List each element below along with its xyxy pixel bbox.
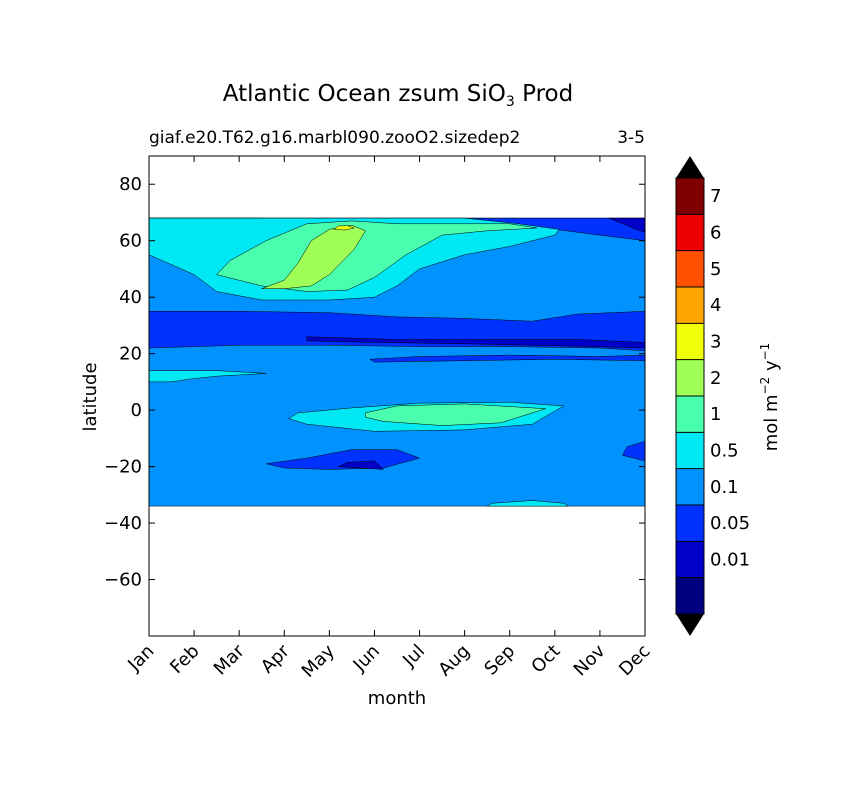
contour-region-13	[486, 500, 569, 507]
colorbar-segment	[676, 468, 704, 506]
contour-region-5	[622, 440, 645, 462]
contour-region-17	[333, 225, 355, 231]
colorbar-segment	[676, 541, 704, 579]
y-tick-label: −40	[104, 513, 142, 534]
colorbar-tick-label: 7	[710, 186, 721, 207]
colorbar-segment	[676, 432, 704, 470]
colorbar-tick-label: 0.01	[710, 550, 750, 571]
colorbar-segment	[676, 505, 704, 542]
colorbar: 0.01 0.05 0.1 0.5 1 2 3 4 5 6 7	[675, 156, 750, 636]
contour-region-15	[365, 403, 547, 426]
colorbar-segment	[676, 287, 704, 324]
contour-fills	[149, 217, 645, 507]
colorbar-tick-label: 0.1	[710, 477, 739, 498]
colorbar-segment	[676, 178, 704, 215]
plot-frame	[148, 155, 646, 637]
contour-region-11	[149, 370, 267, 383]
x-tick-label: Jun	[349, 641, 384, 676]
colorbar-under-triangle	[676, 614, 704, 636]
contour-region-7	[608, 217, 645, 233]
x-tick-label: Dec	[615, 641, 654, 680]
x-tick-label: Nov	[570, 640, 610, 680]
chart-title: Atlantic Ocean zsum SiO3 Prod	[223, 81, 573, 110]
plot-area	[149, 156, 645, 636]
x-tick-label: Oct	[527, 641, 564, 678]
colorbar-tick-label: 0.05	[710, 513, 750, 534]
y-tick-label: −20	[104, 457, 142, 478]
colorbar-over-triangle	[676, 156, 704, 178]
y-axis: 80 60 40 20 0 −20 −40 −60	[104, 174, 645, 591]
y-tick-label: 0	[131, 400, 142, 421]
y-tick-label: −60	[104, 570, 142, 591]
x-axis-label: month	[368, 688, 426, 709]
x-tick-label: Mar	[210, 640, 249, 679]
x-tick-label: Jan	[123, 641, 158, 676]
colorbar-segment	[676, 396, 704, 433]
contour-region-16	[261, 224, 366, 289]
colorbar-segment	[676, 214, 704, 252]
colorbar-tick-label: 3	[710, 332, 721, 353]
y-tick-label: 20	[119, 344, 142, 365]
x-tick-label: Feb	[166, 641, 203, 678]
x-tick-label: Apr	[257, 640, 294, 677]
colorbar-tick-label: 5	[710, 259, 721, 280]
colorbar-tick-label: 6	[710, 223, 721, 244]
y-axis-label: latitude	[80, 362, 101, 431]
colorbar-tick-label: 0.5	[710, 441, 739, 462]
colorbar-tick-label: 2	[710, 368, 721, 389]
colorbar-segment	[676, 250, 704, 288]
x-tick-label: May	[298, 640, 339, 681]
contour-region-9	[338, 460, 384, 470]
colorbar-segment	[676, 359, 704, 397]
y-tick-label: 80	[119, 174, 142, 195]
y-tick-label: 60	[119, 231, 142, 252]
x-tick-label: Aug	[434, 641, 474, 681]
contour-region-4	[265, 449, 420, 470]
x-tick-label: Jul	[398, 641, 429, 672]
colorbar-segment	[676, 577, 704, 615]
contour-region-3	[369, 354, 645, 363]
colorbar-tick-label: 4	[710, 295, 721, 316]
chart-subtitle-right: 3-5	[617, 128, 645, 148]
y-tick-label: 40	[119, 287, 142, 308]
x-tick-label: Sep	[480, 641, 519, 680]
colorbar-segment	[676, 323, 704, 361]
contour-region-8	[306, 336, 645, 349]
chart-subtitle-left: giaf.e20.T62.g16.marbl090.zooO2.sizedep2	[149, 128, 520, 148]
colorbar-label: mol m−2 y−1	[758, 343, 782, 452]
colorbar-tick-label: 1	[710, 404, 721, 425]
